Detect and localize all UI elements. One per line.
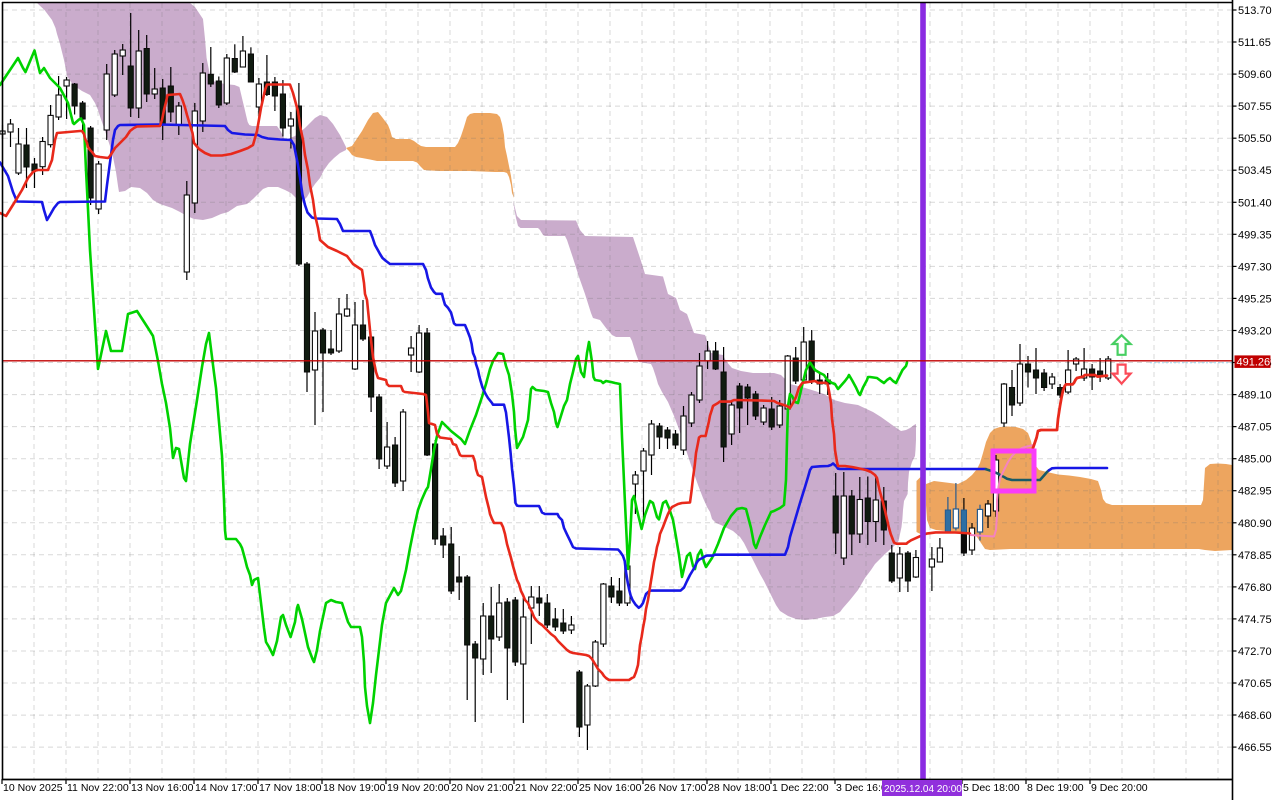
svg-text:503.45: 503.45 (1238, 165, 1272, 177)
svg-text:25 Nov 16:00: 25 Nov 16:00 (579, 782, 642, 794)
svg-text:3 Dec 16:00: 3 Dec 16:00 (836, 782, 893, 794)
svg-text:482.95: 482.95 (1238, 486, 1272, 498)
svg-text:493.20: 493.20 (1238, 326, 1272, 338)
svg-text:497.30: 497.30 (1238, 261, 1272, 273)
svg-text:487.05: 487.05 (1238, 422, 1272, 434)
svg-text:489.10: 489.10 (1238, 390, 1272, 402)
svg-text:1 Dec 22:00: 1 Dec 22:00 (772, 782, 829, 794)
svg-text:17 Nov 18:00: 17 Nov 18:00 (259, 782, 322, 794)
svg-text:501.40: 501.40 (1238, 197, 1272, 209)
svg-text:5 Dec 18:00: 5 Dec 18:00 (963, 782, 1020, 794)
svg-text:511.65: 511.65 (1238, 37, 1271, 49)
svg-text:13 Nov 16:00: 13 Nov 16:00 (131, 782, 194, 794)
svg-text:28 Nov 18:00: 28 Nov 18:00 (708, 782, 771, 794)
svg-text:470.65: 470.65 (1238, 678, 1272, 690)
svg-text:491.26: 491.26 (1237, 356, 1271, 368)
svg-text:505.50: 505.50 (1238, 133, 1272, 145)
svg-text:8 Dec 19:00: 8 Dec 19:00 (1027, 782, 1084, 794)
svg-text:476.80: 476.80 (1238, 582, 1272, 594)
svg-text:509.60: 509.60 (1238, 69, 1272, 81)
svg-text:499.35: 499.35 (1238, 229, 1272, 241)
svg-text:474.75: 474.75 (1238, 614, 1272, 626)
svg-text:466.55: 466.55 (1238, 742, 1272, 754)
svg-text:495.25: 495.25 (1238, 293, 1272, 305)
svg-text:478.85: 478.85 (1238, 550, 1272, 562)
svg-text:513.70: 513.70 (1238, 5, 1272, 17)
svg-text:21 Nov 22:00: 21 Nov 22:00 (515, 782, 578, 794)
svg-text:485.00: 485.00 (1238, 454, 1272, 466)
svg-text:20 Nov 21:00: 20 Nov 21:00 (451, 782, 514, 794)
svg-text:11 Nov 22:00: 11 Nov 22:00 (67, 782, 129, 794)
svg-text:468.60: 468.60 (1238, 710, 1272, 722)
svg-text:26 Nov 17:00: 26 Nov 17:00 (644, 782, 707, 794)
svg-text:507.55: 507.55 (1238, 101, 1272, 113)
svg-text:2025.12.04 20:00: 2025.12.04 20:00 (884, 784, 962, 795)
svg-text:10 Nov 2025: 10 Nov 2025 (3, 782, 63, 794)
svg-text:480.90: 480.90 (1238, 518, 1272, 530)
svg-text:472.70: 472.70 (1238, 646, 1272, 658)
svg-text:9 Dec 20:00: 9 Dec 20:00 (1091, 782, 1148, 794)
svg-text:14 Nov 17:00: 14 Nov 17:00 (195, 782, 258, 794)
svg-text:18 Nov 19:00: 18 Nov 19:00 (323, 782, 386, 794)
svg-text:19 Nov 20:00: 19 Nov 20:00 (387, 782, 450, 794)
